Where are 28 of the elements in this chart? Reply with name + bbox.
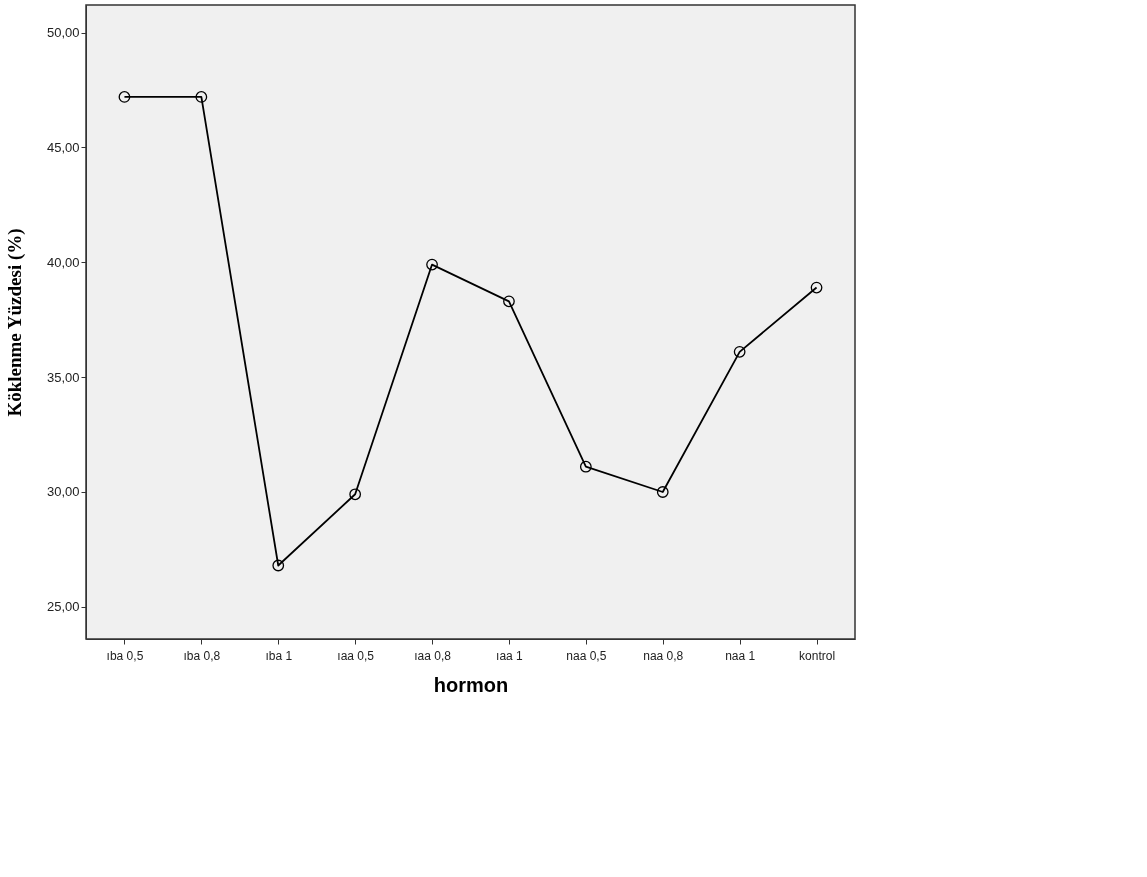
point xyxy=(733,345,746,358)
x-tick-label: ıaa 1 xyxy=(496,648,524,663)
y-tick-label: 45,00 xyxy=(46,139,80,155)
point xyxy=(579,460,592,473)
x-tick-label: naa 0,8 xyxy=(643,648,684,663)
y-tick-label: 30,00 xyxy=(46,484,80,500)
point xyxy=(426,258,438,271)
point xyxy=(810,281,823,294)
point xyxy=(272,559,285,572)
y-axis-title: Köklenme Yüzdesi (%) xyxy=(3,228,26,417)
y-tick-label: 35,00 xyxy=(46,369,80,385)
x-tick-label: kontrol xyxy=(799,648,836,663)
x-tick-label: naa 1 xyxy=(725,648,756,663)
y-tick-label: 50,00 xyxy=(46,25,80,41)
x-tick-label: ıaa 0,5 xyxy=(337,648,375,663)
point xyxy=(503,295,515,308)
x-axis-title: hormon xyxy=(433,673,509,696)
point xyxy=(118,91,131,103)
y-tick-label: 40,00 xyxy=(46,254,80,270)
x-tick-label: ıba 1 xyxy=(265,648,293,663)
x-tick-label: ıba 0,5 xyxy=(106,648,144,663)
point xyxy=(195,91,208,103)
x-tick-label: naa 0,5 xyxy=(566,648,607,663)
x-tick-label: ıba 0,8 xyxy=(183,648,221,663)
y-tick-label: 25,00 xyxy=(46,599,80,615)
x-tick-label: ıaa 0,8 xyxy=(414,648,452,663)
point xyxy=(349,488,362,501)
point xyxy=(656,486,669,498)
